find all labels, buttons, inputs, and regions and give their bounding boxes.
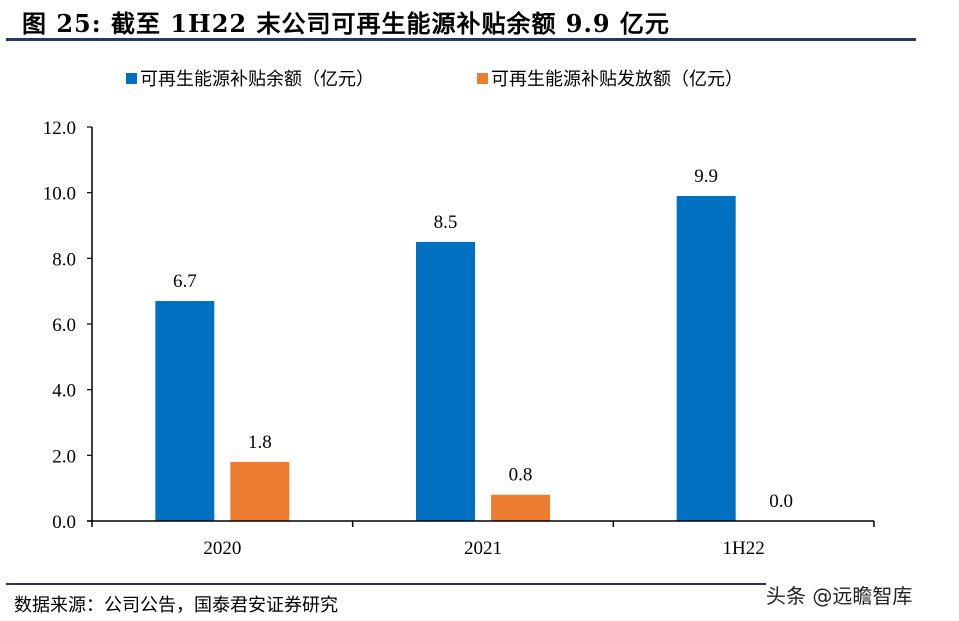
bar-issued-2020 xyxy=(230,461,290,521)
x-tick-label: 2021 xyxy=(464,538,502,559)
legend-swatch xyxy=(126,73,137,84)
y-tick-label: 10.0 xyxy=(43,184,76,205)
data-label: 6.7 xyxy=(173,271,197,292)
legend-swatch xyxy=(477,73,488,84)
bar-balance-2021 xyxy=(416,241,475,521)
legend-label: 可再生能源补贴余额（亿元） xyxy=(140,69,374,90)
data-label: 1.8 xyxy=(248,432,272,453)
data-label: 0.0 xyxy=(769,491,793,512)
source-note: 数据来源：公司公告，国泰君安证券研究 xyxy=(14,595,338,616)
y-tick-label: 0.0 xyxy=(52,512,76,533)
bar-balance-1H22 xyxy=(676,195,736,521)
y-tick-label: 4.0 xyxy=(52,381,76,402)
x-tick-label: 1H22 xyxy=(723,538,765,559)
data-labels: 6.7 8.5 9.9 1.8 0.8 0.0 xyxy=(173,166,793,512)
footer-rule xyxy=(6,583,766,585)
bar-issued-2021 xyxy=(491,494,550,521)
bar-balance-2020 xyxy=(155,301,215,521)
watermark: 头条 @远瞻智库 xyxy=(766,584,913,608)
y-tick-label: 8.0 xyxy=(52,249,76,270)
legend-label: 可再生能源补贴发放额（亿元） xyxy=(491,69,743,90)
bars xyxy=(155,195,736,521)
data-label: 0.8 xyxy=(509,465,533,486)
x-tick-label: 2020 xyxy=(203,538,241,559)
title-rule xyxy=(6,38,916,41)
y-tick-label: 6.0 xyxy=(52,315,76,336)
y-tick-label: 2.0 xyxy=(52,446,76,467)
data-label: 9.9 xyxy=(694,166,718,187)
data-label: 8.5 xyxy=(434,212,458,233)
legend: 可再生能源补贴余额（亿元） 可再生能源补贴发放额（亿元） xyxy=(126,69,743,90)
axes: 0.0 2.0 4.0 6.0 8.0 10.0 12.0 2020 2021 1H22 xyxy=(43,118,875,559)
figure-title: 图 25: 截至 1H22 末公司可再生能源补贴余额 9.9 亿元 xyxy=(22,9,670,38)
y-tick-label: 12.0 xyxy=(43,118,76,139)
